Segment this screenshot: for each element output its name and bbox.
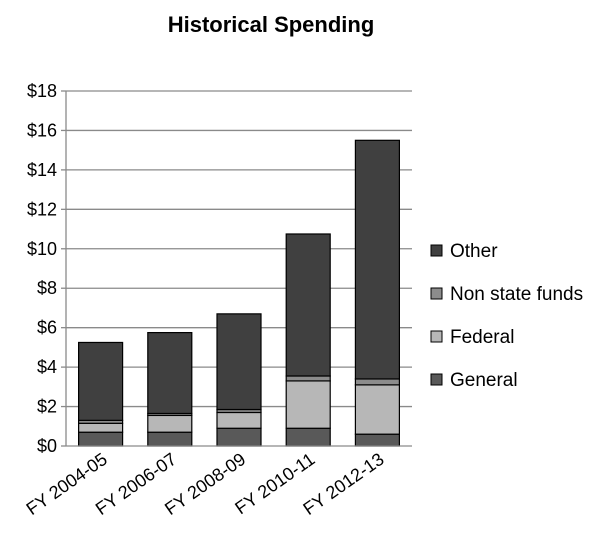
bar-segment-general bbox=[285, 427, 331, 447]
bars bbox=[77, 139, 400, 447]
y-tick-label: $8 bbox=[37, 278, 57, 298]
bar-segment-other bbox=[285, 233, 331, 377]
y-tick-label: $18 bbox=[27, 81, 57, 101]
bar-segment-other bbox=[354, 139, 400, 380]
bar-segment-non-state-funds bbox=[354, 378, 400, 386]
bar-segment-general bbox=[216, 427, 262, 447]
bar-segment-general bbox=[77, 431, 124, 447]
bar-segment-non-state-funds bbox=[285, 375, 331, 382]
y-tick-label: $0 bbox=[37, 436, 57, 456]
y-tick-label: $4 bbox=[37, 357, 57, 377]
y-tick-label: $10 bbox=[27, 239, 57, 259]
y-tick-label: $6 bbox=[37, 318, 57, 338]
y-tick-label: $2 bbox=[37, 397, 57, 417]
y-tick-label: $14 bbox=[27, 160, 57, 180]
gridlines bbox=[66, 90, 412, 408]
legend-swatch-federal bbox=[430, 330, 443, 343]
bar-segment-federal bbox=[285, 380, 331, 429]
bar-segment-other bbox=[147, 331, 193, 415]
legend-swatch-non-state-funds bbox=[430, 287, 443, 300]
bar-segment-federal bbox=[354, 384, 400, 435]
bar-segment-federal bbox=[216, 411, 262, 429]
bar-segment-federal bbox=[147, 414, 193, 433]
legend-swatch-general bbox=[430, 373, 443, 386]
legend-label: General bbox=[450, 370, 518, 391]
bar-segment-general bbox=[147, 431, 193, 447]
legend-label: Other bbox=[450, 241, 498, 262]
legend-label: Non state funds bbox=[450, 284, 583, 305]
bar-segment-other bbox=[77, 341, 124, 421]
bar-segment-general bbox=[354, 433, 400, 447]
bar-segment-federal bbox=[77, 422, 124, 433]
legend: Other Non state funds Federal General bbox=[430, 241, 583, 391]
y-tick-label: $12 bbox=[27, 199, 57, 219]
chart-title: Historical Spending bbox=[168, 12, 375, 37]
y-tick-label: $16 bbox=[27, 120, 57, 140]
legend-swatch-other bbox=[430, 244, 443, 257]
bar-segment-other bbox=[216, 313, 262, 411]
legend-label: Federal bbox=[450, 327, 514, 348]
